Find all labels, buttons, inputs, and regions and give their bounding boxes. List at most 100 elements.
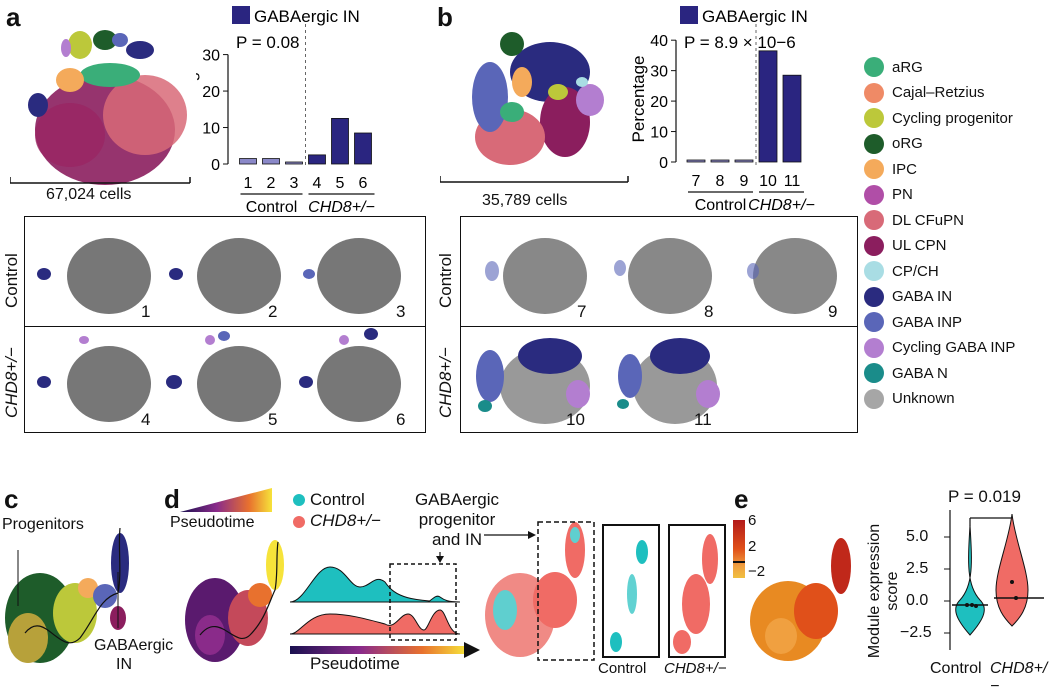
legend-item: DL CFuPN bbox=[864, 209, 964, 231]
violin-plot-e bbox=[944, 510, 1044, 650]
p-value: P = 8.9 × 10−6 bbox=[684, 33, 796, 52]
bar bbox=[710, 159, 730, 163]
legend-swatch bbox=[864, 108, 884, 128]
panel-letter-e: e bbox=[734, 484, 749, 514]
group-label-control: Control bbox=[246, 199, 298, 216]
label-gabaergic: GABAergic bbox=[94, 637, 174, 654]
y-tick-label: 20 bbox=[202, 84, 220, 101]
y-tick-label: 0 bbox=[659, 155, 668, 172]
colorbar-tick-6: 6 bbox=[748, 512, 757, 529]
legend-label: Cycling GABA INP bbox=[892, 339, 1016, 356]
cell-count-a: 67,024 cells bbox=[46, 186, 132, 203]
group-label-chd8: CHD8+/− bbox=[308, 199, 375, 216]
sample-label-4: 4 bbox=[141, 410, 151, 429]
chart-title: GABAergic IN bbox=[702, 7, 808, 26]
annotation-gabaergic: GABAergic progenitor and IN bbox=[402, 490, 512, 550]
legend-swatch bbox=[864, 261, 884, 281]
x-tick-label: 11 bbox=[784, 173, 801, 190]
colorbar-tick-neg2: −2 bbox=[748, 563, 766, 580]
mini-tsne-6 bbox=[299, 328, 401, 422]
legend-label: Unknown bbox=[892, 390, 955, 407]
legend-item: UL CPN bbox=[864, 235, 946, 257]
pseudotime-label: Pseudotime bbox=[170, 514, 255, 531]
annotation-line-3: and IN bbox=[431, 530, 483, 549]
x-tick-label: 2 bbox=[267, 175, 276, 192]
y-tick-label: 30 bbox=[202, 48, 220, 65]
sample-label-10: 10 bbox=[566, 410, 585, 429]
ytick-5: 5.0 bbox=[906, 528, 929, 545]
legend-chd8-d: CHD8+/− bbox=[310, 511, 381, 530]
sample-label-11: 11 bbox=[694, 410, 712, 429]
title-swatch bbox=[232, 6, 250, 24]
bar bbox=[239, 158, 257, 165]
trajectory-c bbox=[5, 527, 129, 663]
legend-label: GABA IN bbox=[892, 288, 953, 305]
mini-tsne-2 bbox=[169, 238, 281, 314]
tsne-overview-b bbox=[440, 32, 629, 183]
legend-item: IPC bbox=[864, 158, 917, 180]
legend-item: PN bbox=[864, 184, 913, 206]
mini-tsne-grid-b bbox=[476, 238, 837, 424]
legend-control-d: Control bbox=[310, 490, 365, 509]
legend-label: PN bbox=[892, 186, 913, 203]
module-score-colorbar bbox=[733, 520, 745, 578]
legend-item: Cycling progenitor bbox=[864, 107, 1013, 129]
panel-letter-b: b bbox=[437, 2, 453, 32]
legend-label: Cycling progenitor bbox=[892, 109, 1013, 127]
x-tick-label: 3 bbox=[290, 175, 299, 192]
legend-swatch bbox=[864, 184, 884, 205]
legend-label: GABA N bbox=[892, 364, 948, 382]
legend-swatch bbox=[864, 57, 884, 77]
mini-tsne-4 bbox=[37, 336, 151, 422]
xlabel-chd8-e: CHD8+/− bbox=[990, 660, 1048, 695]
chart-title: GABAergic IN bbox=[254, 7, 360, 26]
trajectory-pseudotime-d bbox=[185, 540, 284, 662]
sample-label-5: 5 bbox=[268, 410, 278, 429]
legend-item: GABA N bbox=[864, 362, 948, 384]
y-tick-label: 30 bbox=[650, 64, 668, 81]
x-tick-label: 5 bbox=[336, 175, 345, 192]
legend-swatch bbox=[864, 363, 884, 383]
trajectory-module-score-e bbox=[750, 538, 851, 661]
p-value: P = 0.08 bbox=[236, 33, 300, 52]
legend-label: oRG bbox=[892, 135, 923, 152]
legend-label: DL CFuPN bbox=[892, 211, 964, 229]
y-tick-label: 20 bbox=[650, 94, 668, 111]
mini-tsne-grid-a bbox=[37, 238, 401, 422]
mini-tsne-7 bbox=[485, 238, 587, 314]
bar bbox=[285, 161, 303, 165]
ytick-2-5: 2.5 bbox=[906, 560, 929, 577]
samples-a-chd8-box bbox=[24, 326, 426, 433]
density-ridgeplot bbox=[290, 552, 480, 658]
x-tick-label: 7 bbox=[692, 173, 701, 190]
x-tick-label: 10 bbox=[759, 173, 777, 190]
label-in: IN bbox=[116, 656, 132, 673]
bar bbox=[354, 132, 372, 165]
mini-tsne-10 bbox=[476, 338, 590, 424]
bar bbox=[331, 118, 349, 165]
panel-letter-a: a bbox=[6, 2, 21, 32]
legend-item: aRG bbox=[864, 56, 923, 78]
legend-label: aRG bbox=[892, 58, 923, 76]
mini-tsne-5 bbox=[166, 331, 281, 422]
row-label-chd8-a: CHD8+/− bbox=[2, 347, 21, 418]
row-label-control-b: Control bbox=[436, 253, 455, 308]
y-tick-label: 10 bbox=[202, 121, 220, 138]
legend-label: CP/CH bbox=[892, 262, 939, 280]
row-label-chd8-b: CHD8+/− bbox=[436, 347, 455, 418]
annotation-line-1: GABAergic bbox=[414, 490, 500, 509]
bar-chart-b: GABAergic IN P = 8.9 × 10−6 0 10 20 30 40Perce… bbox=[629, 6, 815, 214]
sample-label-7: 7 bbox=[577, 302, 587, 321]
mini-tsne-3 bbox=[303, 238, 401, 314]
colorbar-tick-2: 2 bbox=[748, 538, 757, 555]
legend-label: IPC bbox=[892, 160, 918, 178]
pseudotime-gradient-wedge bbox=[180, 488, 272, 512]
sample-label-9: 9 bbox=[828, 302, 838, 321]
legend-label: Cajal–Retzius bbox=[892, 84, 985, 101]
legend-swatch bbox=[864, 312, 884, 332]
trajectory-condition-d bbox=[484, 521, 595, 661]
bar bbox=[734, 159, 754, 163]
samples-b-chd8-box bbox=[460, 326, 858, 433]
legend-swatch bbox=[864, 388, 884, 409]
ylabel-e-line1: Module expression bbox=[866, 523, 883, 659]
